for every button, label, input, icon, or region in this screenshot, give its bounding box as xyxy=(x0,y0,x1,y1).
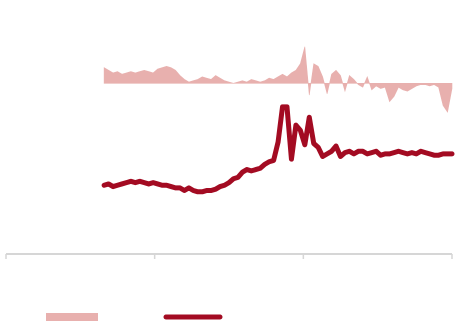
line-series-path xyxy=(101,104,455,195)
x-axis xyxy=(5,253,453,259)
legend-swatch-area xyxy=(46,313,98,321)
legend xyxy=(46,313,223,321)
area-series-layer xyxy=(103,46,453,113)
line-series-layer xyxy=(101,104,455,195)
area-series-fill xyxy=(103,46,453,113)
